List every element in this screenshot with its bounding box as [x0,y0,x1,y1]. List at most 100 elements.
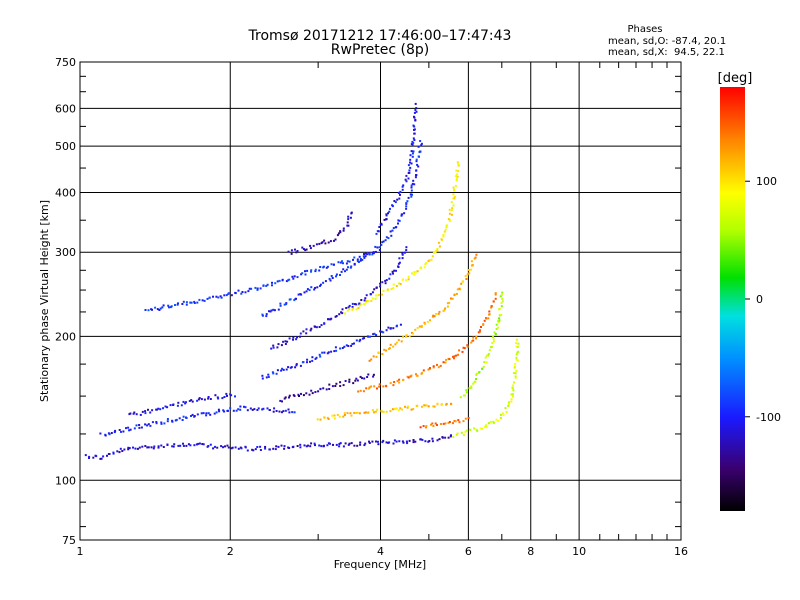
data-point [514,376,517,379]
data-point [507,401,510,404]
data-point [338,445,341,448]
data-point [265,376,268,379]
data-point [453,195,456,198]
data-point [444,361,447,364]
data-point [335,273,338,276]
data-point [406,375,409,378]
data-point [314,270,317,273]
data-point [398,261,401,264]
data-point [175,418,178,421]
data-point [281,367,284,370]
data-point [397,222,399,225]
data-point [304,249,307,252]
data-point [413,271,416,274]
data-point [349,216,352,219]
data-point [359,375,362,378]
data-point [357,390,360,393]
data-point [382,331,385,334]
data-point [423,404,426,407]
data-point [318,269,321,272]
data-point [512,389,515,392]
data-point [475,428,478,431]
data-point [288,396,290,399]
data-point [314,444,316,447]
data-point [395,269,397,272]
data-point [416,163,419,166]
data-point [290,252,293,255]
data-point [462,420,465,423]
data-point [348,380,351,383]
data-point [220,445,223,448]
data-point [279,304,282,307]
data-point [283,447,286,450]
data-point [492,300,495,303]
data-point [354,303,356,306]
data-point [338,313,341,316]
data-point [493,421,495,424]
data-point [432,314,435,317]
data-point [367,300,370,303]
data-point [363,377,366,380]
data-point [230,447,233,450]
data-point [359,259,362,262]
data-point [333,239,335,242]
data-point [439,423,442,425]
data-point [344,312,346,315]
data-point [398,381,401,384]
data-point [157,445,160,448]
data-point [314,268,317,271]
data-point [402,184,405,187]
data-point [442,361,445,364]
y-tick-label: 200 [55,330,76,343]
data-point [296,276,299,279]
data-point [330,350,333,353]
data-point [401,188,404,191]
data-point [302,330,305,333]
data-point [407,177,410,180]
data-point [272,447,275,450]
data-point [460,282,463,285]
data-point [299,332,302,335]
data-point [256,287,259,290]
data-point [347,215,350,218]
data-point [177,302,179,305]
data-point [410,189,413,192]
data-point [513,381,515,384]
data-point [129,412,132,415]
data-point [373,332,376,335]
data-point [207,412,210,415]
data-point [470,341,473,344]
data-point [384,282,387,285]
data-point [193,302,196,304]
data-point [368,252,371,254]
data-point [467,269,470,271]
data-point [141,445,144,448]
data-point [380,243,383,246]
data-point [257,407,260,410]
data-point [330,263,333,266]
data-point [449,218,451,221]
data-point [344,442,347,445]
data-point [515,338,518,341]
data-point [338,415,341,418]
data-point [275,372,278,375]
data-point [399,407,402,410]
data-point [246,449,249,452]
data-point [514,375,517,378]
data-point [356,444,359,447]
x-tick-label: 16 [674,545,688,558]
data-point [356,260,359,263]
data-point [159,307,162,310]
data-point [322,281,325,284]
data-point [201,443,204,445]
data-point [377,443,380,446]
data-point [379,282,382,285]
data-point [162,446,165,448]
data-point [339,442,342,445]
data-point [171,445,174,448]
data-point [326,416,329,419]
data-point [371,440,374,443]
data-point [283,445,286,448]
data-point [364,297,367,300]
data-point [99,457,102,460]
